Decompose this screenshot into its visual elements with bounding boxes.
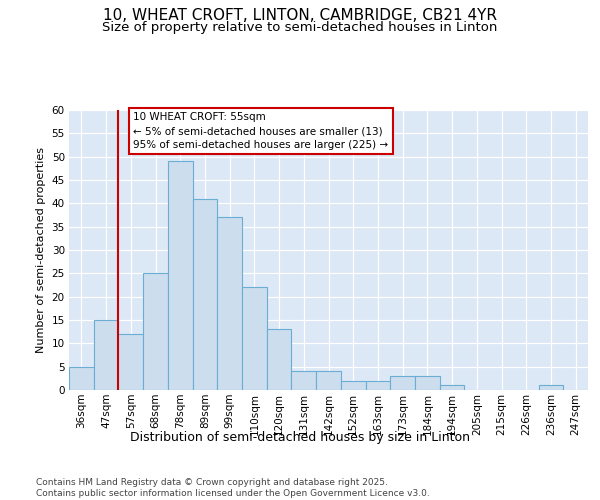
Bar [168, 162, 193, 390]
Bar [143, 274, 168, 390]
Bar [267, 330, 292, 390]
Bar [341, 380, 365, 390]
Bar [390, 376, 415, 390]
Bar [242, 288, 267, 390]
Bar [193, 198, 217, 390]
Text: Contains HM Land Registry data © Crown copyright and database right 2025.
Contai: Contains HM Land Registry data © Crown c… [36, 478, 430, 498]
Text: Distribution of semi-detached houses by size in Linton: Distribution of semi-detached houses by … [130, 431, 470, 444]
Bar [415, 376, 440, 390]
Text: 10 WHEAT CROFT: 55sqm
← 5% of semi-detached houses are smaller (13)
95% of semi-: 10 WHEAT CROFT: 55sqm ← 5% of semi-detac… [133, 112, 388, 150]
Bar [94, 320, 118, 390]
Y-axis label: Number of semi-detached properties: Number of semi-detached properties [36, 147, 46, 353]
Text: 10, WHEAT CROFT, LINTON, CAMBRIDGE, CB21 4YR: 10, WHEAT CROFT, LINTON, CAMBRIDGE, CB21… [103, 8, 497, 22]
Bar [217, 218, 242, 390]
Bar [539, 386, 563, 390]
Bar [118, 334, 143, 390]
Bar [365, 380, 390, 390]
Bar [292, 372, 316, 390]
Bar [69, 366, 94, 390]
Bar [440, 386, 464, 390]
Text: Size of property relative to semi-detached houses in Linton: Size of property relative to semi-detach… [103, 21, 497, 34]
Bar [316, 372, 341, 390]
